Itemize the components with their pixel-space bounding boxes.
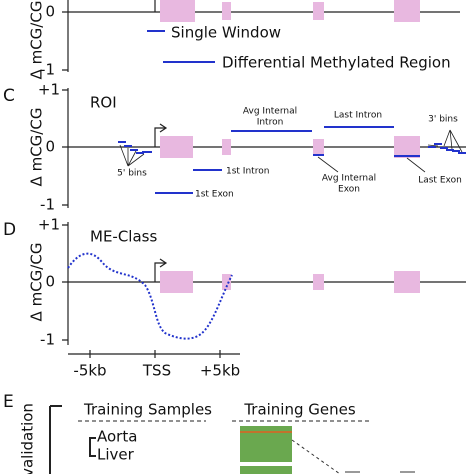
label: 1st Exon (195, 190, 234, 200)
exon (160, 271, 193, 293)
tick-label: -1 (40, 61, 55, 79)
bracket (49, 405, 62, 474)
bracket (89, 437, 96, 457)
side-label: validation (19, 403, 37, 474)
title: ME-Class (90, 228, 157, 246)
exon (222, 139, 231, 155)
axis (62, 88, 466, 208)
exon (313, 139, 324, 155)
label: Exon (338, 185, 360, 195)
label: 5' bins (117, 169, 147, 179)
connector (291, 439, 341, 474)
heading: Training Samples (83, 401, 212, 419)
axis-label: Δ mCG/CG (28, 243, 46, 322)
axis (62, 0, 460, 72)
exon (160, 0, 195, 22)
panel-letter: E (3, 392, 14, 412)
label: Single Window (171, 24, 281, 42)
label: Avg Internal (243, 107, 297, 117)
title: ROI (90, 94, 117, 112)
sample: Aorta (97, 428, 137, 446)
pointer (119, 129, 463, 167)
panel-c: C Δ mCG/CG +1 0 -1 ROI Avg Internal Intr… (3, 81, 466, 214)
tick-label: +1 (38, 81, 60, 99)
exon (313, 2, 324, 20)
exon (394, 136, 420, 158)
axis-label: Δ mCG/CG (28, 1, 46, 80)
label: Last Intron (334, 111, 382, 121)
exon (313, 274, 324, 290)
panel-e: E validation Training Samples Training G… (3, 392, 415, 474)
tick-label: -1 (40, 331, 55, 349)
x-axis (68, 350, 240, 358)
exon (394, 271, 420, 293)
tick-label: 0 (45, 3, 55, 21)
exon (394, 0, 420, 22)
heading: Training Genes (243, 401, 356, 419)
exon (160, 136, 193, 158)
panel-letter: D (3, 220, 16, 240)
label: Differential Methylated Region (222, 54, 451, 72)
exon (222, 2, 231, 20)
axis (62, 222, 466, 345)
tss (154, 258, 168, 282)
tick-label: TSS (142, 362, 171, 380)
sample: Liver (97, 446, 135, 464)
profile (67, 252, 233, 340)
tss (154, 123, 168, 147)
exon (222, 274, 231, 290)
label: 3' bins (428, 115, 458, 125)
tick-label: -1 (40, 196, 55, 214)
tick-label: 0 (45, 273, 55, 291)
axis-label: Δ mCG/CG (28, 108, 46, 187)
pointer (317, 156, 426, 173)
bins (118, 126, 466, 194)
tick-label: +5kb (200, 362, 240, 380)
label: Last Exon (418, 176, 462, 186)
panel-d: D Δ mCG/CG +1 0 -1 ME-Class -5kb TSS +5k… (3, 216, 466, 380)
gene-block (240, 466, 292, 474)
label: 1st Intron (226, 167, 269, 177)
label: Avg Internal (322, 174, 376, 184)
tick-label: 0 (45, 138, 55, 156)
panel-letter: C (3, 86, 15, 106)
tick-label: +1 (38, 216, 60, 234)
tick-label: -5kb (73, 362, 106, 380)
label: Intron (257, 118, 284, 128)
panel-b: Δ mCG/CG 0 -1 Single Window Differential… (28, 0, 460, 80)
